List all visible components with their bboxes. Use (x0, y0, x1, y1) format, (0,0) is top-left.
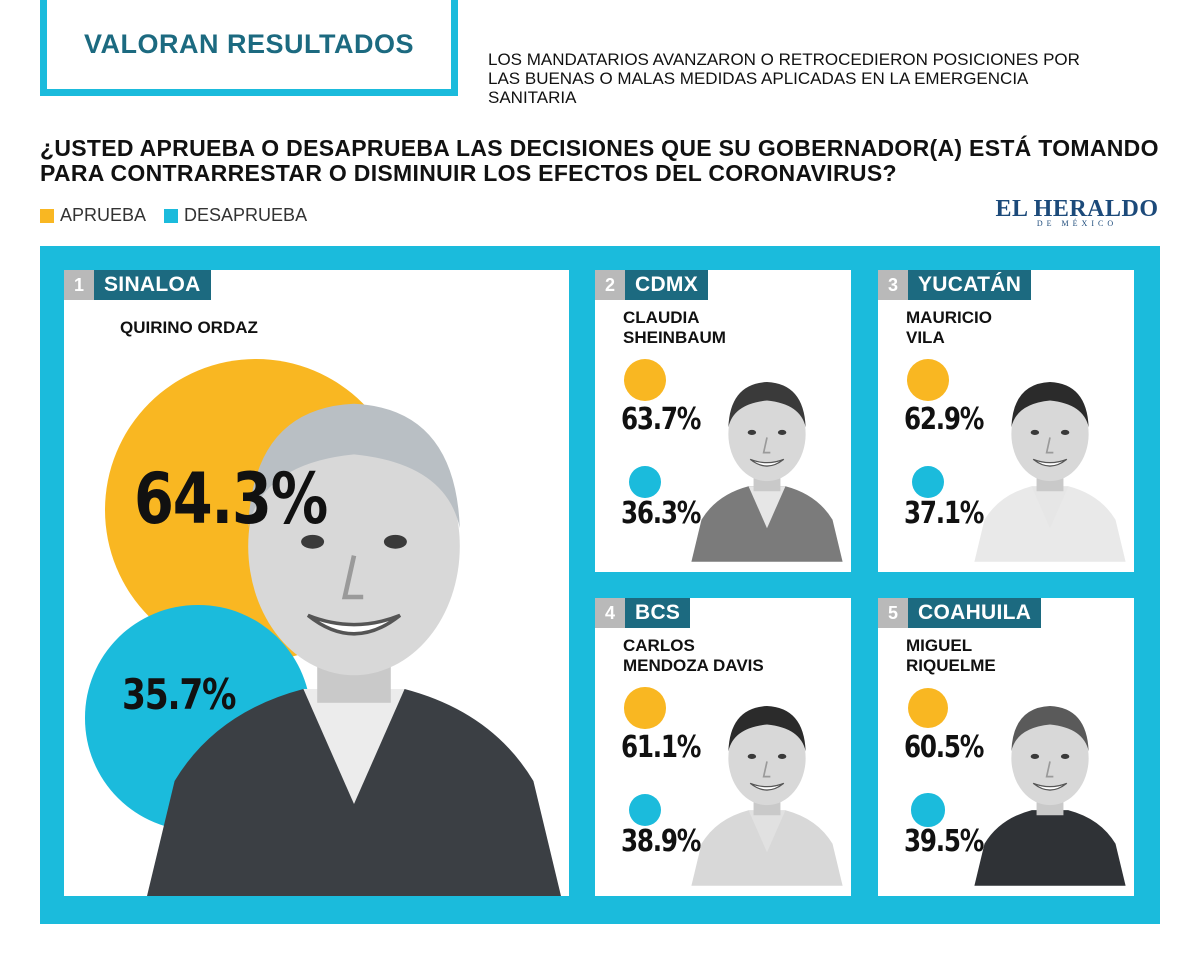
disapprove-swatch (164, 208, 179, 223)
state-tag: 1 SINALOA (64, 270, 211, 300)
governor-name-line: SHEINBAUM (623, 328, 726, 347)
disapprove-circle (911, 793, 945, 827)
state-name: BCS (625, 598, 691, 628)
rank-number: 4 (595, 598, 625, 628)
legend-item-approve: APRUEBA (40, 205, 146, 226)
approve-value-label: 63.7% (621, 402, 701, 437)
governor-name-line: CLAUDIA (623, 308, 700, 327)
state-name: YUCATÁN (908, 270, 1032, 300)
rank-number: 2 (595, 270, 625, 300)
panel-4: 4 BCS CARLOS MENDOZA DAVIS 61.1% 38.9% (595, 598, 851, 896)
subtitle: LOS MANDATARIOS AVANZARON O RETROCEDIERO… (488, 50, 1080, 107)
chart-frame: 1 SINALOA QUIRINO ORDAZ 64.3% 35.7% 2 CDMX CLAU… (40, 246, 1160, 924)
governor-name-line: CARLOS (623, 636, 695, 655)
rank-number: 1 (64, 270, 94, 300)
approve-value-label: 61.1% (621, 730, 701, 765)
brand-logo: EL HERALDO DE MÉXICO (992, 197, 1162, 228)
state-tag: 3 YUCATÁN (878, 270, 1032, 300)
state-name: SINALOA (94, 270, 211, 300)
approve-circle (907, 359, 949, 401)
governor-portrait-2 (691, 382, 843, 562)
governor-name: MIGUEL RIQUELME (906, 636, 996, 676)
approve-circle (624, 359, 666, 401)
governor-name-line: QUIRINO ORDAZ (120, 318, 258, 337)
governor-portrait-5 (974, 706, 1126, 886)
approve-circle (624, 687, 666, 729)
panel-5: 5 COAHUILA MIGUEL RIQUELME 60.5% 39.5% (878, 598, 1134, 896)
governor-name-line: MAURICIO (906, 308, 992, 327)
governor-name-line: MIGUEL (906, 636, 973, 655)
disapprove-circle (911, 465, 945, 499)
rank-number: 5 (878, 598, 908, 628)
disapprove-value-label: 36.3% (621, 496, 701, 531)
survey-question: ¿USTED APRUEBA O DESAPRUEBA LAS DECISION… (40, 135, 1159, 186)
governor-name-line: RIQUELME (906, 656, 996, 675)
governor-name: CLAUDIA SHEINBAUM (623, 308, 726, 348)
panel-2: 2 CDMX CLAUDIA SHEINBAUM 63.7% 36.3% (595, 270, 851, 572)
disapprove-circle (629, 466, 661, 498)
governor-name-line: VILA (906, 328, 945, 347)
disapprove-value-label: 35.7% (122, 670, 237, 719)
disapprove-value-label: 37.1% (904, 496, 984, 531)
legend: APRUEBA DESAPRUEBA (40, 205, 307, 226)
disapprove-value-label: 38.9% (621, 824, 701, 859)
state-name: COAHUILA (908, 598, 1042, 628)
governor-portrait-1 (147, 403, 561, 896)
approve-value-label: 60.5% (904, 730, 984, 765)
panel-1: 1 SINALOA QUIRINO ORDAZ 64.3% 35.7% (64, 270, 569, 896)
legend-label-approve: APRUEBA (60, 205, 147, 225)
brand-sub: DE MÉXICO (1036, 219, 1118, 228)
state-tag: 2 CDMX (595, 270, 709, 300)
approve-circle (907, 687, 949, 729)
approve-value-label: 62.9% (904, 402, 984, 437)
governor-portrait-4 (691, 706, 843, 886)
state-tag: 4 BCS (595, 598, 691, 628)
approve-swatch (40, 208, 54, 223)
governor-portrait-3 (974, 382, 1126, 562)
governor-name: QUIRINO ORDAZ (120, 318, 258, 338)
title-box: VALORAN RESULTADOS (40, 0, 458, 96)
panel-3: 3 YUCATÁN MAURICIO VILA 62.9% 37.1% (878, 270, 1134, 572)
disapprove-circle (628, 793, 662, 827)
disapprove-value-label: 39.5% (904, 824, 984, 859)
legend-label-disapprove: DESAPRUEBA (184, 205, 308, 225)
governor-name: MAURICIO VILA (906, 308, 992, 348)
page-title: VALORAN RESULTADOS (84, 29, 414, 59)
rank-number: 3 (878, 270, 908, 300)
state-tag: 5 COAHUILA (878, 598, 1042, 628)
governor-name-line: MENDOZA DAVIS (623, 656, 764, 675)
governor-name: CARLOS MENDOZA DAVIS (623, 636, 764, 676)
approve-value-label: 64.3% (134, 458, 328, 540)
state-name: CDMX (625, 270, 709, 300)
legend-item-disapprove: DESAPRUEBA (164, 205, 307, 226)
brand-name: EL HERALDO (995, 196, 1159, 222)
